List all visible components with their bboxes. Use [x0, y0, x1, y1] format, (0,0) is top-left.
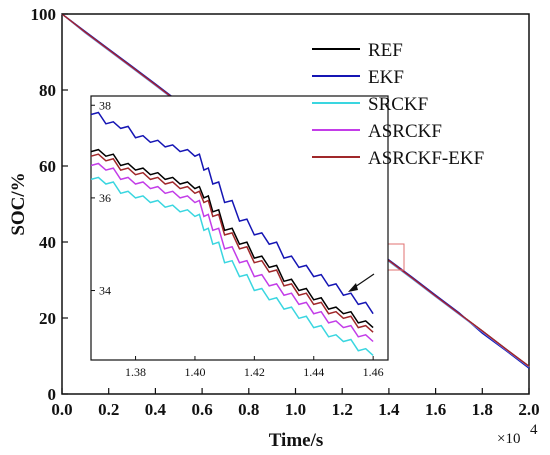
inset-y-tick-label: 34 — [99, 284, 111, 298]
x-tick-label: 0.0 — [51, 400, 72, 419]
inset-y-tick-label: 38 — [99, 98, 111, 112]
inset-series-line-asrckf — [90, 162, 374, 343]
inset-plot: 1.38 1.40 1.42 1.44 1.46 34 36 38 — [90, 95, 389, 379]
x-tick-label: 2.0 — [518, 400, 539, 419]
x-tick-label: 0.4 — [145, 400, 167, 419]
y-tick-label: 0 — [48, 385, 57, 404]
y-tick-group: 0 20 40 60 80 100 — [31, 5, 68, 404]
x-multiplier-label: ×10 — [497, 431, 520, 447]
x-tick-label: 1.8 — [472, 400, 493, 419]
inset-x-tick-label: 1.38 — [125, 365, 146, 379]
inset-series-line-ref — [90, 148, 374, 329]
inset-x-tick-group: 1.38 1.40 1.42 1.44 1.46 — [125, 356, 384, 379]
legend-label-ekf: EKF — [368, 67, 404, 88]
y-tick-label: 80 — [39, 81, 56, 100]
inset-series-line-ekf — [90, 111, 374, 315]
inset-series-line-srckf — [90, 176, 374, 356]
inset-y-tick-label: 36 — [99, 191, 111, 205]
legend-label-asrckf: ASRCKF — [368, 121, 442, 142]
inset-x-tick-label: 1.42 — [244, 365, 265, 379]
legend-label-ref: REF — [368, 40, 403, 61]
x-tick-label: 1.4 — [378, 400, 400, 419]
x-tick-label: 1.2 — [332, 400, 353, 419]
x-tick-group: 0.0 0.2 0.4 0.6 0.8 1.0 1.2 1.4 1.6 1.8 2.0 — [51, 388, 540, 419]
legend-label-srckf: SRCKF — [368, 94, 428, 115]
inset-x-tick-label: 1.46 — [363, 365, 384, 379]
legend: REF EKF SRCKF ASRCKF ASRCKF-EKF — [312, 40, 484, 169]
y-tick-label: 20 — [39, 309, 56, 328]
y-tick-label: 60 — [39, 157, 56, 176]
inset-frame — [90, 95, 389, 361]
x-axis-title: Time/s — [269, 430, 324, 451]
inset-x-tick-label: 1.40 — [184, 365, 205, 379]
y-tick-label: 40 — [39, 233, 56, 252]
x-tick-label: 1.0 — [285, 400, 306, 419]
legend-label-asrckf-ekf: ASRCKF-EKF — [368, 148, 484, 169]
inset-x-tick-label: 1.44 — [303, 365, 324, 379]
x-tick-label: 0.2 — [98, 400, 119, 419]
x-tick-label: 0.6 — [191, 400, 212, 419]
inset-series-line-asrckf-ekf — [90, 153, 374, 333]
inset-series-group — [90, 111, 374, 356]
y-tick-label: 100 — [31, 5, 57, 24]
inset-y-tick-group: 34 36 38 — [91, 98, 111, 298]
x-tick-label: 0.8 — [238, 400, 259, 419]
x-tick-label: 1.6 — [425, 400, 446, 419]
x-multiplier-exponent: 4 — [530, 422, 538, 438]
y-axis-title: SOC/% — [8, 172, 29, 235]
zoom-arrow-head — [348, 283, 358, 292]
